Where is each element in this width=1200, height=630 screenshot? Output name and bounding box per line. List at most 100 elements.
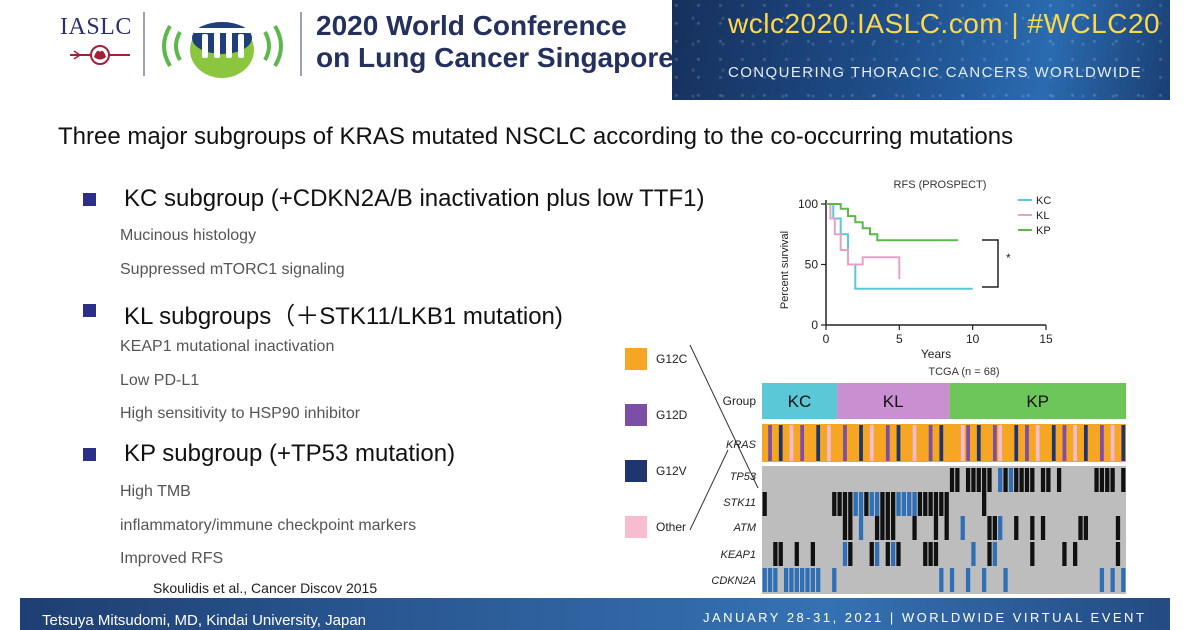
mutation-cell-cdkn2a [810,568,815,592]
mutation-cell-atm [842,516,848,540]
mutation-cell-tp53 [982,468,987,492]
mutation-cell-tp53 [1105,468,1110,492]
km-x-tick-label: 15 [1039,332,1053,346]
kras-cell [1035,425,1040,461]
mutation-cell-tp53 [976,468,981,492]
bullet-kl-detail: Low PD-L1 [120,372,200,389]
kras-cell [837,425,842,461]
mutation-cell-stk11 [896,492,901,516]
kras-cell [864,425,869,461]
mutation-cell-stk11 [858,492,864,516]
kras-cell [1121,425,1126,461]
km-legend-label: KC [1036,195,1051,207]
kras-cell [1062,425,1067,461]
heatmap-row-label: CDKN2A [711,575,756,587]
kras-cell [923,425,928,461]
mutation-cell-tp53 [1003,468,1008,492]
kras-legend-label: G12V [656,464,687,478]
mutation-cell-keap1 [810,542,815,566]
mutation-cell-stk11 [837,492,842,516]
mutation-cell-cdkn2a [1099,568,1105,592]
mutation-cell-tp53 [1019,468,1024,492]
bullet-kl-detail: KEAP1 mutational inactivation [120,338,335,355]
bullet-kc-title: KC subgroup (+CDKN2A/B inactivation plus… [124,185,705,212]
km-chart-title: RFS (PROSPECT) [894,179,987,191]
mutation-cell-keap1 [1062,542,1067,566]
mutation-cell-stk11 [917,492,923,516]
mutation-cell-atm [885,516,890,540]
mutation-cell-cdkn2a [982,568,987,592]
kras-legend-label: Other [656,520,686,534]
km-line-kl [826,203,901,279]
kras-cell [853,425,858,461]
conference-tagline: CONQUERING THORACIC CANCERS WORLDWIDE [728,64,1143,81]
mutation-cell-stk11 [891,492,896,516]
kras-cell [1009,425,1013,461]
heatmap-row-label: ATM [733,522,757,534]
mutation-cell-keap1 [933,542,939,566]
kras-cell [998,425,1003,461]
figure: RFS (PROSPECT) 0 5 10 15 0 50 100 Percent surv… [600,170,1180,600]
conference-title-line1: 2020 World Conference [316,10,627,41]
km-line-kp [826,203,958,242]
mutation-cell-stk11 [869,492,874,516]
mutation-cell-stk11 [928,492,933,516]
bullet-square-icon [83,193,96,206]
heatmap-row-label: TP53 [730,471,757,483]
kras-cell [939,425,944,461]
mutation-cell-keap1 [896,542,901,566]
km-legend: KC KL KP [1018,195,1051,237]
mutation-cell-cdkn2a [939,568,944,592]
kras-cell [891,425,896,461]
mutation-cell-keap1 [874,542,880,566]
mutation-cell-stk11 [864,492,869,516]
mutation-cell-keap1 [971,542,976,566]
kras-cell [918,425,922,461]
mutation-cell-keap1 [1073,542,1078,566]
kras-cell [1073,425,1078,461]
kras-cell [800,425,805,461]
header-banner [672,0,1170,100]
mutation-cell-atm [858,516,864,540]
kras-cell [912,425,917,461]
mutation-cell-stk11 [853,492,858,516]
kras-cell [1030,425,1035,461]
heatmap-row-label: STK11 [723,497,756,509]
mutation-cell-keap1 [885,542,890,566]
mutation-cell-tp53 [955,468,960,492]
km-x-tick-label: 5 [896,332,903,346]
mutation-cell-keap1 [923,542,928,566]
mutation-cell-stk11 [982,492,987,516]
mutation-cell-tp53 [1008,468,1014,492]
kras-cell [1083,425,1088,461]
mutation-cell-cdkn2a [832,568,837,592]
mutation-cell-keap1 [842,542,848,566]
bullet-kp-title: KP subgroup (+TP53 mutation) [124,440,456,467]
mutation-cell-cdkn2a [773,568,778,592]
mutation-cell-atm [960,516,965,540]
bullet-kc-detail: Mucinous histology [120,227,257,244]
mutation-cell-keap1 [928,542,933,566]
kras-cell [1046,425,1051,461]
conference-url[interactable]: wclc2020.IASLC.com | #WCLC20 [728,8,1161,39]
slide-heading: Three major subgroups of KRAS mutated NS… [58,123,1014,150]
group-segment-label: KL [883,392,904,411]
mutation-cell-cdkn2a [805,568,810,592]
kras-cell [1014,425,1019,461]
mutation-cell-stk11 [901,492,906,516]
mutation-cell-tp53 [1014,468,1019,492]
kras-cell [832,425,837,461]
mutation-cell-atm [1030,516,1035,540]
km-series [826,203,973,290]
mutation-cell-tp53 [1046,468,1051,492]
mutation-cell-atm [880,516,885,540]
bullet-kp-detail: inflammatory/immune checkpoint markers [120,517,417,534]
mutation-cell-tp53 [1121,468,1126,492]
iaslc-emblem-icon [70,45,130,65]
kras-cell [789,425,794,461]
mutation-cell-tp53 [1094,468,1099,492]
bullet-kp-detail: High TMB [120,483,191,500]
bullet-kp-detail: Improved RFS [120,550,224,567]
kras-cell [982,425,987,461]
km-chart: RFS (PROSPECT) 0 5 10 15 0 50 100 Percent surv… [779,179,1053,361]
